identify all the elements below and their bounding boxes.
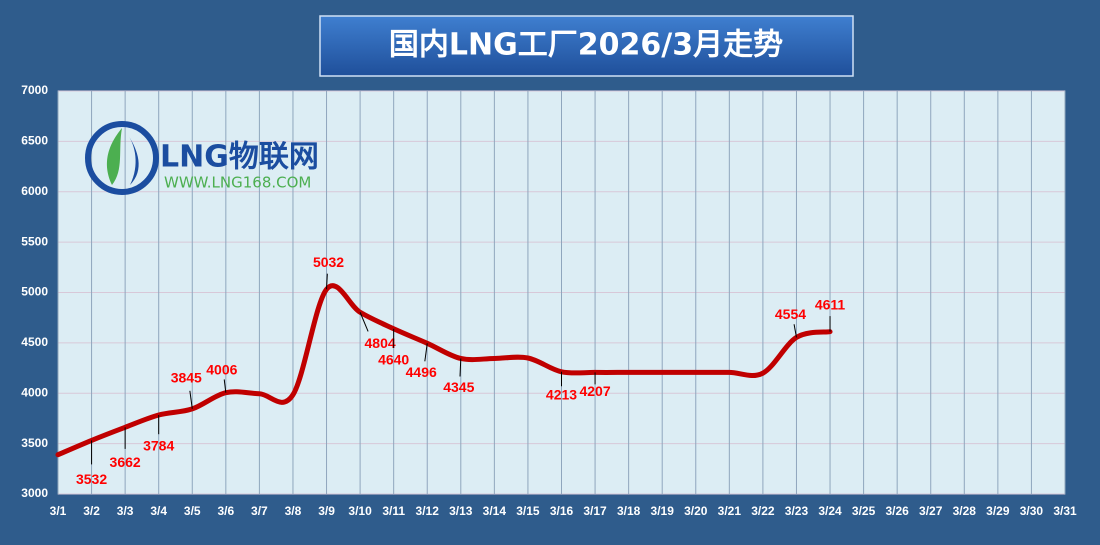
x-tick-label: 3/22 <box>751 504 775 518</box>
data-label: 4496 <box>406 364 437 380</box>
logo-leaf <box>128 135 139 185</box>
data-label: 4213 <box>546 386 577 402</box>
y-tick-label: 6000 <box>21 184 48 198</box>
data-label: 4640 <box>378 351 409 367</box>
data-label: 4611 <box>815 296 846 312</box>
data-label: 3532 <box>76 471 107 487</box>
line <box>55 283 833 458</box>
x-tick-label: 3/19 <box>651 504 675 518</box>
data-label: 3845 <box>171 370 202 386</box>
x-tick-label: 3/6 <box>217 504 234 518</box>
x-tick-label: 3/26 <box>885 504 909 518</box>
x-tick-label: 3/5 <box>184 504 201 518</box>
y-tick-label: 4000 <box>21 385 48 399</box>
data-label: 4804 <box>365 335 396 351</box>
leader-line <box>793 324 797 338</box>
x-tick-label: 3/12 <box>416 504 440 518</box>
leader-line <box>223 379 227 393</box>
logo-url: WWW.LNG168.COM <box>164 174 311 192</box>
x-tick-label: 3/27 <box>919 504 943 518</box>
y-tick-label: 4500 <box>21 335 48 349</box>
logo-ring <box>85 121 159 195</box>
x-tick-label: 3/17 <box>583 504 607 518</box>
x-tick-label: 3/24 <box>818 504 842 518</box>
title-box <box>319 15 854 77</box>
y-tick-label: 5500 <box>21 234 48 248</box>
leader-line <box>424 343 428 362</box>
logo-leaf <box>106 128 122 185</box>
y-tick-label: 5000 <box>21 285 48 299</box>
x-tick-label: 3/28 <box>953 504 977 518</box>
logo-name: LNG物联网 <box>160 140 319 175</box>
x-tick-label: 3/16 <box>550 504 574 518</box>
x-tick-label: 3/20 <box>684 504 708 518</box>
y-tick-label: 6500 <box>21 134 48 148</box>
data-label: 4006 <box>206 361 237 377</box>
logo: LNG物联网 WWW.LNG168.COM <box>85 121 319 195</box>
y-tick-label: 3000 <box>21 486 48 500</box>
leader-line <box>359 312 369 332</box>
x-tick-label: 3/18 <box>617 504 641 518</box>
x-tick-label: 3/23 <box>785 504 809 518</box>
x-tick-label: 3/13 <box>449 504 473 518</box>
data-label: 5032 <box>313 254 344 270</box>
x-tick-label: 3/29 <box>986 504 1010 518</box>
leader-line <box>189 390 193 409</box>
chart-title: 国内LNG工厂2026/3月走势 <box>389 28 783 63</box>
x-tick-label: 3/30 <box>1020 504 1044 518</box>
x-tick-label: 3/9 <box>318 504 335 518</box>
x-tick-label: 3/31 <box>1053 504 1077 518</box>
x-tick-label: 3/3 <box>117 504 134 518</box>
y-tick-label: 7000 <box>21 83 48 97</box>
x-tick-label: 3/1 <box>50 504 67 518</box>
x-tick-label: 3/25 <box>852 504 876 518</box>
data-label: 4345 <box>443 379 474 395</box>
x-tick-label: 3/21 <box>718 504 742 518</box>
x-tick-label: 3/11 <box>382 504 405 518</box>
x-tick-label: 3/10 <box>348 504 372 518</box>
data-label: 3662 <box>110 454 141 470</box>
x-tick-label: 3/7 <box>251 504 268 518</box>
data-label: 4207 <box>579 383 610 399</box>
leader-line <box>459 358 462 377</box>
x-tick-label: 3/8 <box>285 504 302 518</box>
x-tick-label: 3/2 <box>83 504 100 518</box>
y-tick-label: 3500 <box>21 436 48 450</box>
leader-line <box>326 273 328 290</box>
x-tick-label: 3/15 <box>516 504 540 518</box>
data-label: 3784 <box>143 438 174 454</box>
data-label: 4554 <box>775 306 806 322</box>
x-tick-label: 3/4 <box>150 504 167 518</box>
x-tick-label: 3/14 <box>483 504 507 518</box>
